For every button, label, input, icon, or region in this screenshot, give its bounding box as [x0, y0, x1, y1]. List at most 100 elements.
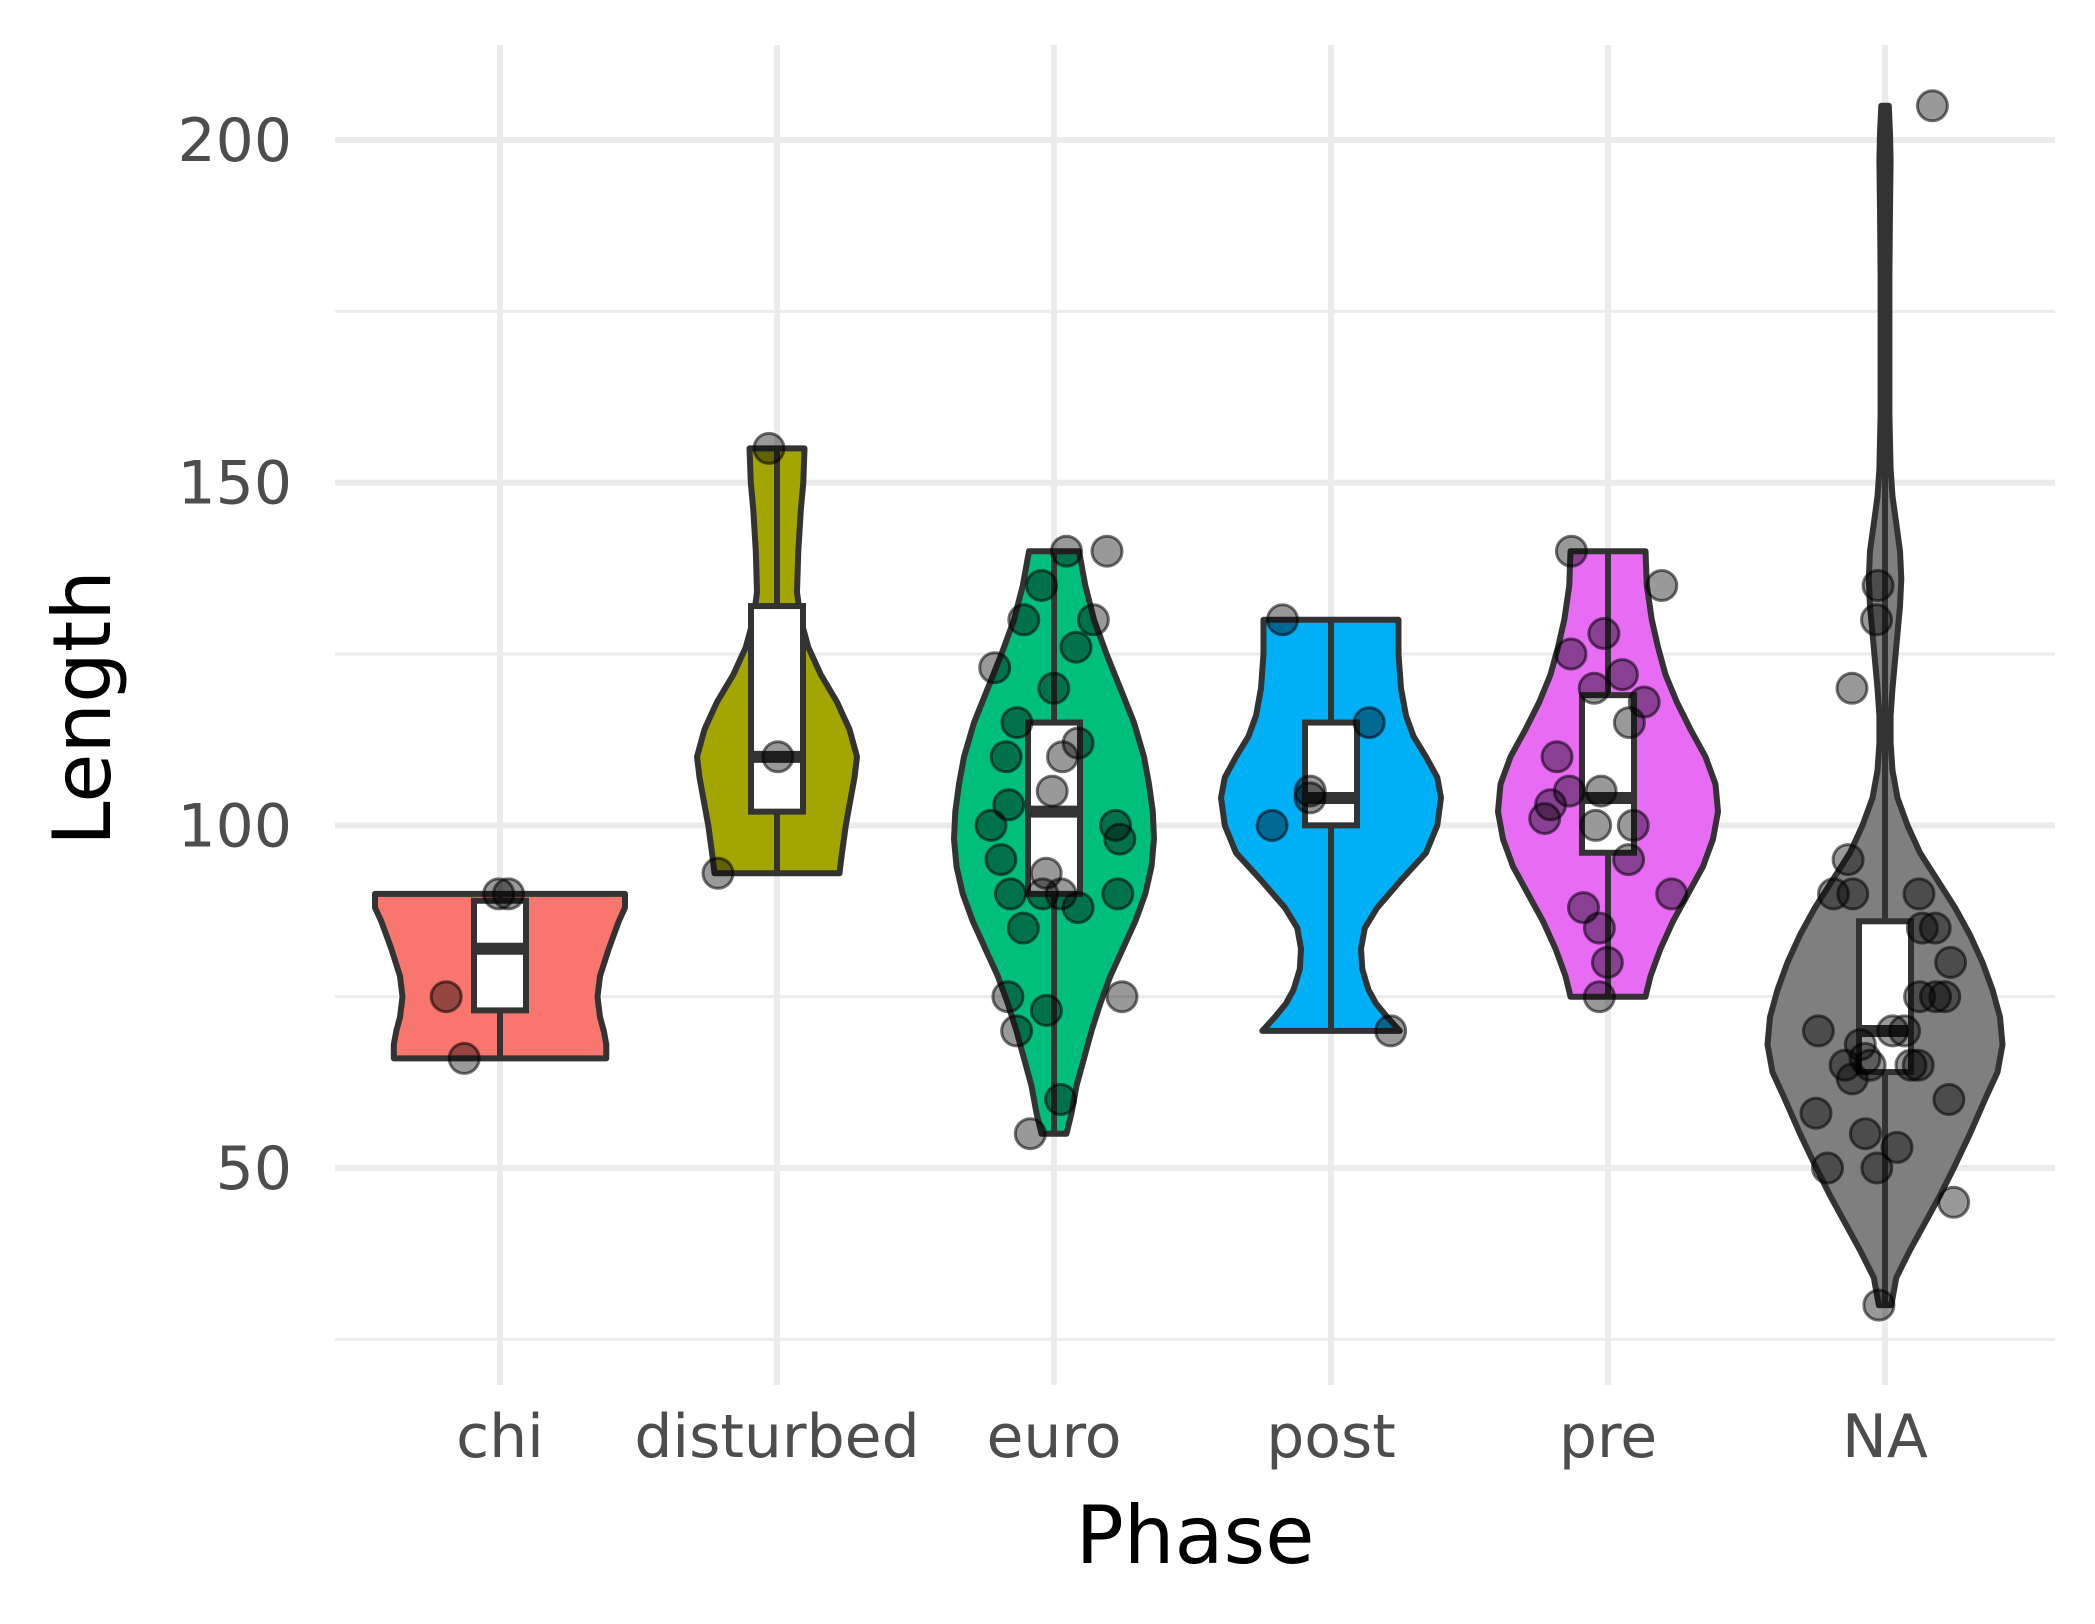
data-point: [1000, 706, 1034, 740]
data-point: [761, 740, 795, 774]
data-point: [1835, 671, 1869, 705]
data-point: [1876, 1014, 1910, 1048]
data-point: [1835, 1062, 1869, 1096]
data-point: [992, 788, 1026, 822]
data-point: [1801, 1014, 1835, 1048]
data-point: [1860, 1151, 1894, 1185]
y-tick-label: 150: [177, 449, 292, 519]
jitter-points: [429, 89, 1971, 1322]
grid: [335, 45, 2055, 1385]
data-point: [1587, 617, 1621, 650]
data-point: [1059, 630, 1093, 664]
data-point: [447, 1041, 481, 1075]
data-point: [1894, 1048, 1928, 1082]
data-point: [989, 740, 1023, 774]
data-point: [1025, 569, 1058, 602]
data-point: [1616, 808, 1650, 842]
data-point: [1584, 774, 1618, 808]
data-point: [1007, 603, 1041, 637]
data-point: [1076, 603, 1110, 637]
data-point: [1880, 1130, 1914, 1164]
data-point: [701, 856, 735, 890]
x-tick-label: euro: [987, 1402, 1122, 1472]
data-point: [1903, 980, 1937, 1014]
data-point: [1861, 569, 1895, 602]
data-point: [1352, 706, 1386, 740]
data-point: [1374, 1014, 1408, 1048]
y-tick-label: 100: [177, 791, 292, 861]
data-point: [1540, 740, 1574, 774]
data-point: [1905, 911, 1939, 945]
boxplots: [471, 105, 1914, 1306]
y-tick-label: 50: [216, 1134, 292, 1204]
data-point: [1928, 980, 1962, 1014]
data-point: [1105, 980, 1139, 1014]
data-point: [1848, 1117, 1882, 1151]
data-point: [1605, 658, 1639, 692]
box-chi: [471, 897, 529, 1014]
data-point: [991, 980, 1025, 1014]
data-point: [1934, 945, 1968, 979]
data-point: [1026, 877, 1060, 911]
y-tick-label: 200: [177, 106, 292, 176]
data-point: [1293, 781, 1327, 815]
data-point: [1006, 911, 1040, 945]
data-point: [1836, 877, 1870, 911]
data-point: [752, 431, 786, 465]
x-tick-label: post: [1266, 1402, 1396, 1472]
data-point: [1046, 740, 1079, 774]
data-point: [978, 651, 1012, 685]
data-point: [1061, 891, 1095, 925]
data-point: [1915, 89, 1949, 123]
y-axis-ticks: 50 100 150 200: [177, 106, 292, 1204]
x-axis-title: Phase: [1076, 1489, 1315, 1582]
data-point: [482, 877, 516, 911]
data-point: [1932, 1083, 1966, 1116]
data-point: [1050, 534, 1083, 568]
data-point: [1035, 774, 1069, 808]
x-axis-ticks: chi disturbed euro post pre NA: [456, 1402, 1928, 1472]
data-point: [429, 980, 463, 1014]
data-point: [1103, 822, 1137, 856]
x-tick-label: disturbed: [634, 1402, 919, 1472]
data-point: [1645, 569, 1679, 602]
data-point: [1044, 1083, 1078, 1116]
data-point: [1579, 808, 1613, 842]
box-post: [1302, 719, 1360, 829]
data-point: [1528, 802, 1562, 835]
data-point: [1255, 808, 1289, 842]
x-tick-label: chi: [456, 1402, 544, 1472]
x-tick-label: NA: [1842, 1402, 1928, 1472]
y-axis-title: Length: [36, 570, 129, 846]
data-point: [1101, 877, 1135, 911]
data-point: [1582, 980, 1616, 1014]
box-pre: [1579, 692, 1637, 856]
data-point: [1090, 534, 1124, 568]
box-disturbed: [748, 603, 806, 815]
data-point: [1582, 911, 1616, 945]
data-point: [1901, 1048, 1935, 1082]
data-point: [1554, 637, 1588, 671]
data-point: [1937, 1185, 1971, 1219]
data-point: [1799, 1096, 1833, 1130]
data-point: [1811, 1151, 1844, 1185]
data-point: [1888, 1014, 1922, 1048]
data-point: [1266, 603, 1299, 637]
data-point: [1612, 706, 1646, 740]
data-point: [1554, 534, 1588, 568]
data-point: [1000, 1014, 1034, 1048]
data-point: [1860, 603, 1893, 637]
violins: [372, 102, 2006, 1309]
data-point: [1590, 945, 1624, 979]
data-point: [1037, 671, 1071, 705]
data-point: [974, 808, 1008, 842]
data-point: [1029, 993, 1063, 1027]
data-point: [1612, 843, 1646, 877]
data-point: [1655, 877, 1689, 911]
data-point: [1013, 1117, 1047, 1151]
data-point: [984, 843, 1018, 877]
data-point: [1831, 843, 1865, 877]
x-tick-label: pre: [1559, 1402, 1657, 1472]
data-point: [1862, 1288, 1896, 1322]
